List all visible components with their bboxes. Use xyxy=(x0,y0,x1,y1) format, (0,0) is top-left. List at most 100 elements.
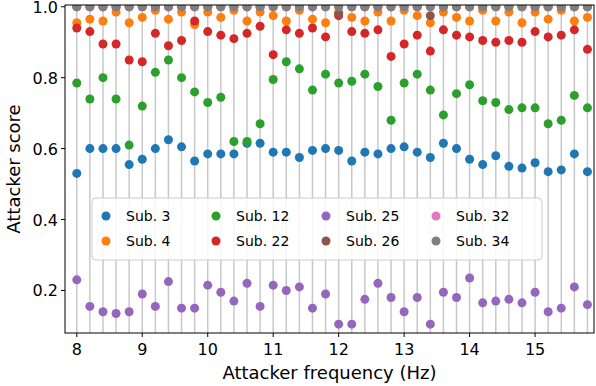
grid-line xyxy=(194,5,196,333)
x-tick-label: 8 xyxy=(72,340,82,359)
point xyxy=(125,5,134,11)
point xyxy=(282,148,291,157)
point xyxy=(216,288,225,297)
point xyxy=(426,47,435,56)
legend-label: Sub. 32 xyxy=(456,208,509,224)
point xyxy=(400,40,409,49)
point xyxy=(413,293,422,302)
grid-line xyxy=(534,5,536,333)
point xyxy=(583,300,592,309)
point xyxy=(517,5,526,11)
point xyxy=(504,162,513,171)
point xyxy=(531,288,540,297)
series xyxy=(72,5,592,11)
legend-label: Sub. 25 xyxy=(346,208,399,224)
point xyxy=(387,16,396,25)
point xyxy=(413,11,422,20)
point xyxy=(229,5,238,11)
point xyxy=(400,5,409,11)
point xyxy=(125,5,134,11)
point xyxy=(190,5,199,11)
point xyxy=(426,5,435,11)
legend-label: Sub. 34 xyxy=(456,233,509,249)
point xyxy=(164,135,173,144)
point xyxy=(243,5,252,11)
point xyxy=(439,5,448,11)
x-tick xyxy=(469,333,470,337)
point xyxy=(321,5,330,11)
series xyxy=(72,274,592,329)
point xyxy=(452,89,461,98)
point xyxy=(321,18,330,27)
point xyxy=(203,5,212,11)
point xyxy=(373,5,382,11)
point xyxy=(491,151,500,160)
point xyxy=(85,5,94,11)
point xyxy=(373,25,382,34)
point xyxy=(203,149,212,158)
point xyxy=(426,320,435,329)
point xyxy=(465,274,474,283)
point xyxy=(347,157,356,166)
point xyxy=(282,5,291,11)
point xyxy=(373,279,382,288)
point xyxy=(347,5,356,11)
x-tick-label: 14 xyxy=(459,340,479,359)
point xyxy=(243,137,252,146)
point xyxy=(517,164,526,173)
legend-marker xyxy=(102,212,111,221)
point xyxy=(504,5,513,11)
point xyxy=(229,5,238,11)
point xyxy=(544,5,553,11)
point xyxy=(491,297,500,306)
x-tick xyxy=(76,333,77,337)
grid-line xyxy=(416,5,418,333)
point xyxy=(544,307,553,316)
point xyxy=(413,31,422,40)
y-tick xyxy=(61,6,65,7)
x-tick xyxy=(273,333,274,337)
point xyxy=(557,5,566,11)
frame xyxy=(65,5,594,333)
y-tick xyxy=(61,77,65,78)
point xyxy=(190,87,199,96)
point xyxy=(269,5,278,11)
y-tick xyxy=(61,148,65,149)
point xyxy=(151,5,160,11)
point xyxy=(125,55,134,64)
point xyxy=(229,297,238,306)
legend-label: Sub. 26 xyxy=(346,233,399,249)
point xyxy=(452,293,461,302)
point xyxy=(98,5,107,11)
legend-label: Sub. 22 xyxy=(236,233,289,249)
point xyxy=(373,5,382,11)
x-tick xyxy=(338,333,339,337)
point xyxy=(282,286,291,295)
point xyxy=(387,116,396,125)
point xyxy=(387,144,396,153)
point xyxy=(216,5,225,11)
point xyxy=(544,5,553,11)
legend: Sub. 3Sub. 4Sub. 12Sub. 22Sub. 25Sub. 26… xyxy=(92,198,542,260)
point xyxy=(439,25,448,34)
point xyxy=(465,80,474,89)
point xyxy=(504,5,513,11)
legend-marker xyxy=(432,237,441,246)
point xyxy=(439,5,448,11)
point xyxy=(400,5,409,11)
point xyxy=(583,13,592,22)
point xyxy=(557,116,566,125)
point xyxy=(426,153,435,162)
point xyxy=(256,139,265,148)
point xyxy=(373,5,382,11)
point xyxy=(491,5,500,11)
point xyxy=(190,16,199,25)
point xyxy=(256,119,265,128)
grid-line xyxy=(142,5,144,333)
point xyxy=(138,5,147,11)
point xyxy=(360,29,369,38)
point xyxy=(308,86,317,95)
point xyxy=(426,86,435,95)
point xyxy=(229,137,238,146)
point xyxy=(452,5,461,11)
